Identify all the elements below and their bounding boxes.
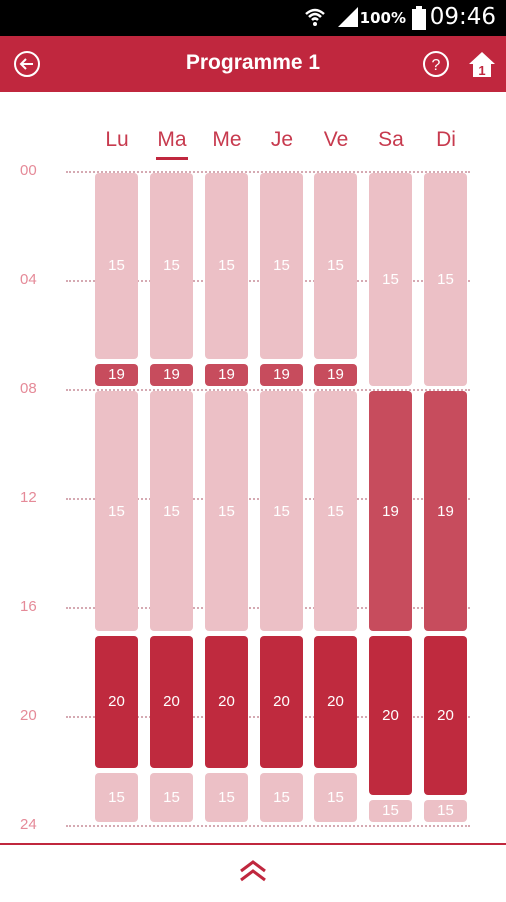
schedule-block-ve[interactable]: 15: [314, 391, 357, 632]
schedule-block-di[interactable]: 15: [424, 799, 467, 822]
help-icon[interactable]: ?: [421, 49, 451, 79]
schedule-block-sa[interactable]: 15: [369, 799, 412, 822]
hour-gridline: [66, 825, 470, 827]
wifi-icon: [305, 8, 325, 26]
schedule-block-di[interactable]: 19: [424, 391, 467, 632]
schedule-block-ve[interactable]: 15: [314, 772, 357, 822]
day-tab-je[interactable]: Je: [270, 128, 294, 151]
schedule-block-me[interactable]: 15: [205, 173, 248, 359]
day-tab-sa[interactable]: Sa: [378, 128, 404, 151]
status-bar: 100% 09:46: [0, 0, 506, 36]
schedule-block-je[interactable]: 20: [260, 636, 303, 768]
schedule-block-ma[interactable]: 15: [150, 173, 193, 359]
schedule-block-ma[interactable]: 20: [150, 636, 193, 768]
day-tab-me[interactable]: Me: [212, 128, 242, 151]
double-chevron-up-icon[interactable]: [238, 859, 268, 883]
schedule-block-lu[interactable]: 20: [95, 636, 138, 768]
hour-label: 16: [20, 598, 37, 615]
day-tab-di[interactable]: Di: [436, 128, 456, 151]
app-bar: Programme 1 ? 1: [0, 36, 506, 92]
schedule-block-ve[interactable]: 15: [314, 173, 357, 359]
schedule-block-je[interactable]: 15: [260, 391, 303, 632]
battery-icon: [412, 6, 426, 30]
hour-label: 24: [20, 816, 37, 833]
page-title: Programme 1: [185, 51, 321, 74]
back-arrow-icon[interactable]: [12, 49, 42, 79]
schedule-block-ma[interactable]: 19: [150, 363, 193, 386]
schedule-block-sa[interactable]: 19: [369, 391, 412, 632]
schedule-block-lu[interactable]: 19: [95, 363, 138, 386]
svg-text:?: ?: [432, 57, 441, 74]
schedule-block-ma[interactable]: 15: [150, 391, 193, 632]
hour-gridline: [66, 171, 470, 173]
schedule-block-ve[interactable]: 20: [314, 636, 357, 768]
schedule-block-me[interactable]: 20: [205, 636, 248, 768]
schedule-block-me[interactable]: 19: [205, 363, 248, 386]
schedule-block-lu[interactable]: 15: [95, 772, 138, 822]
day-tab-ma[interactable]: Ma: [150, 128, 194, 160]
bottom-bar: [0, 843, 506, 902]
day-tab-ve[interactable]: Ve: [323, 128, 349, 151]
schedule-block-di[interactable]: 20: [424, 636, 467, 795]
home-badge: 1: [478, 63, 485, 78]
schedule-block-sa[interactable]: 15: [369, 173, 412, 386]
schedule-block-lu[interactable]: 15: [95, 173, 138, 359]
hour-gridline: [66, 389, 470, 391]
home-icon[interactable]: 1: [467, 49, 497, 79]
signal-icon: [338, 7, 358, 27]
hour-label: 12: [20, 489, 37, 506]
hour-label: 20: [20, 707, 37, 724]
schedule-block-je[interactable]: 19: [260, 363, 303, 386]
schedule-block-je[interactable]: 15: [260, 772, 303, 822]
schedule-block-me[interactable]: 15: [205, 391, 248, 632]
schedule-block-ma[interactable]: 15: [150, 772, 193, 822]
hour-label: 00: [20, 162, 37, 179]
schedule-block-me[interactable]: 15: [205, 772, 248, 822]
battery-percent: 100%: [359, 9, 406, 27]
schedule-block-je[interactable]: 15: [260, 173, 303, 359]
hour-label: 04: [20, 271, 37, 288]
schedule-block-di[interactable]: 15: [424, 173, 467, 386]
hour-label: 08: [20, 380, 37, 397]
schedule-block-lu[interactable]: 15: [95, 391, 138, 632]
schedule-block-ve[interactable]: 19: [314, 363, 357, 386]
clock: 09:46: [429, 4, 496, 30]
day-tab-lu[interactable]: Lu: [105, 128, 129, 151]
schedule-block-sa[interactable]: 20: [369, 636, 412, 795]
